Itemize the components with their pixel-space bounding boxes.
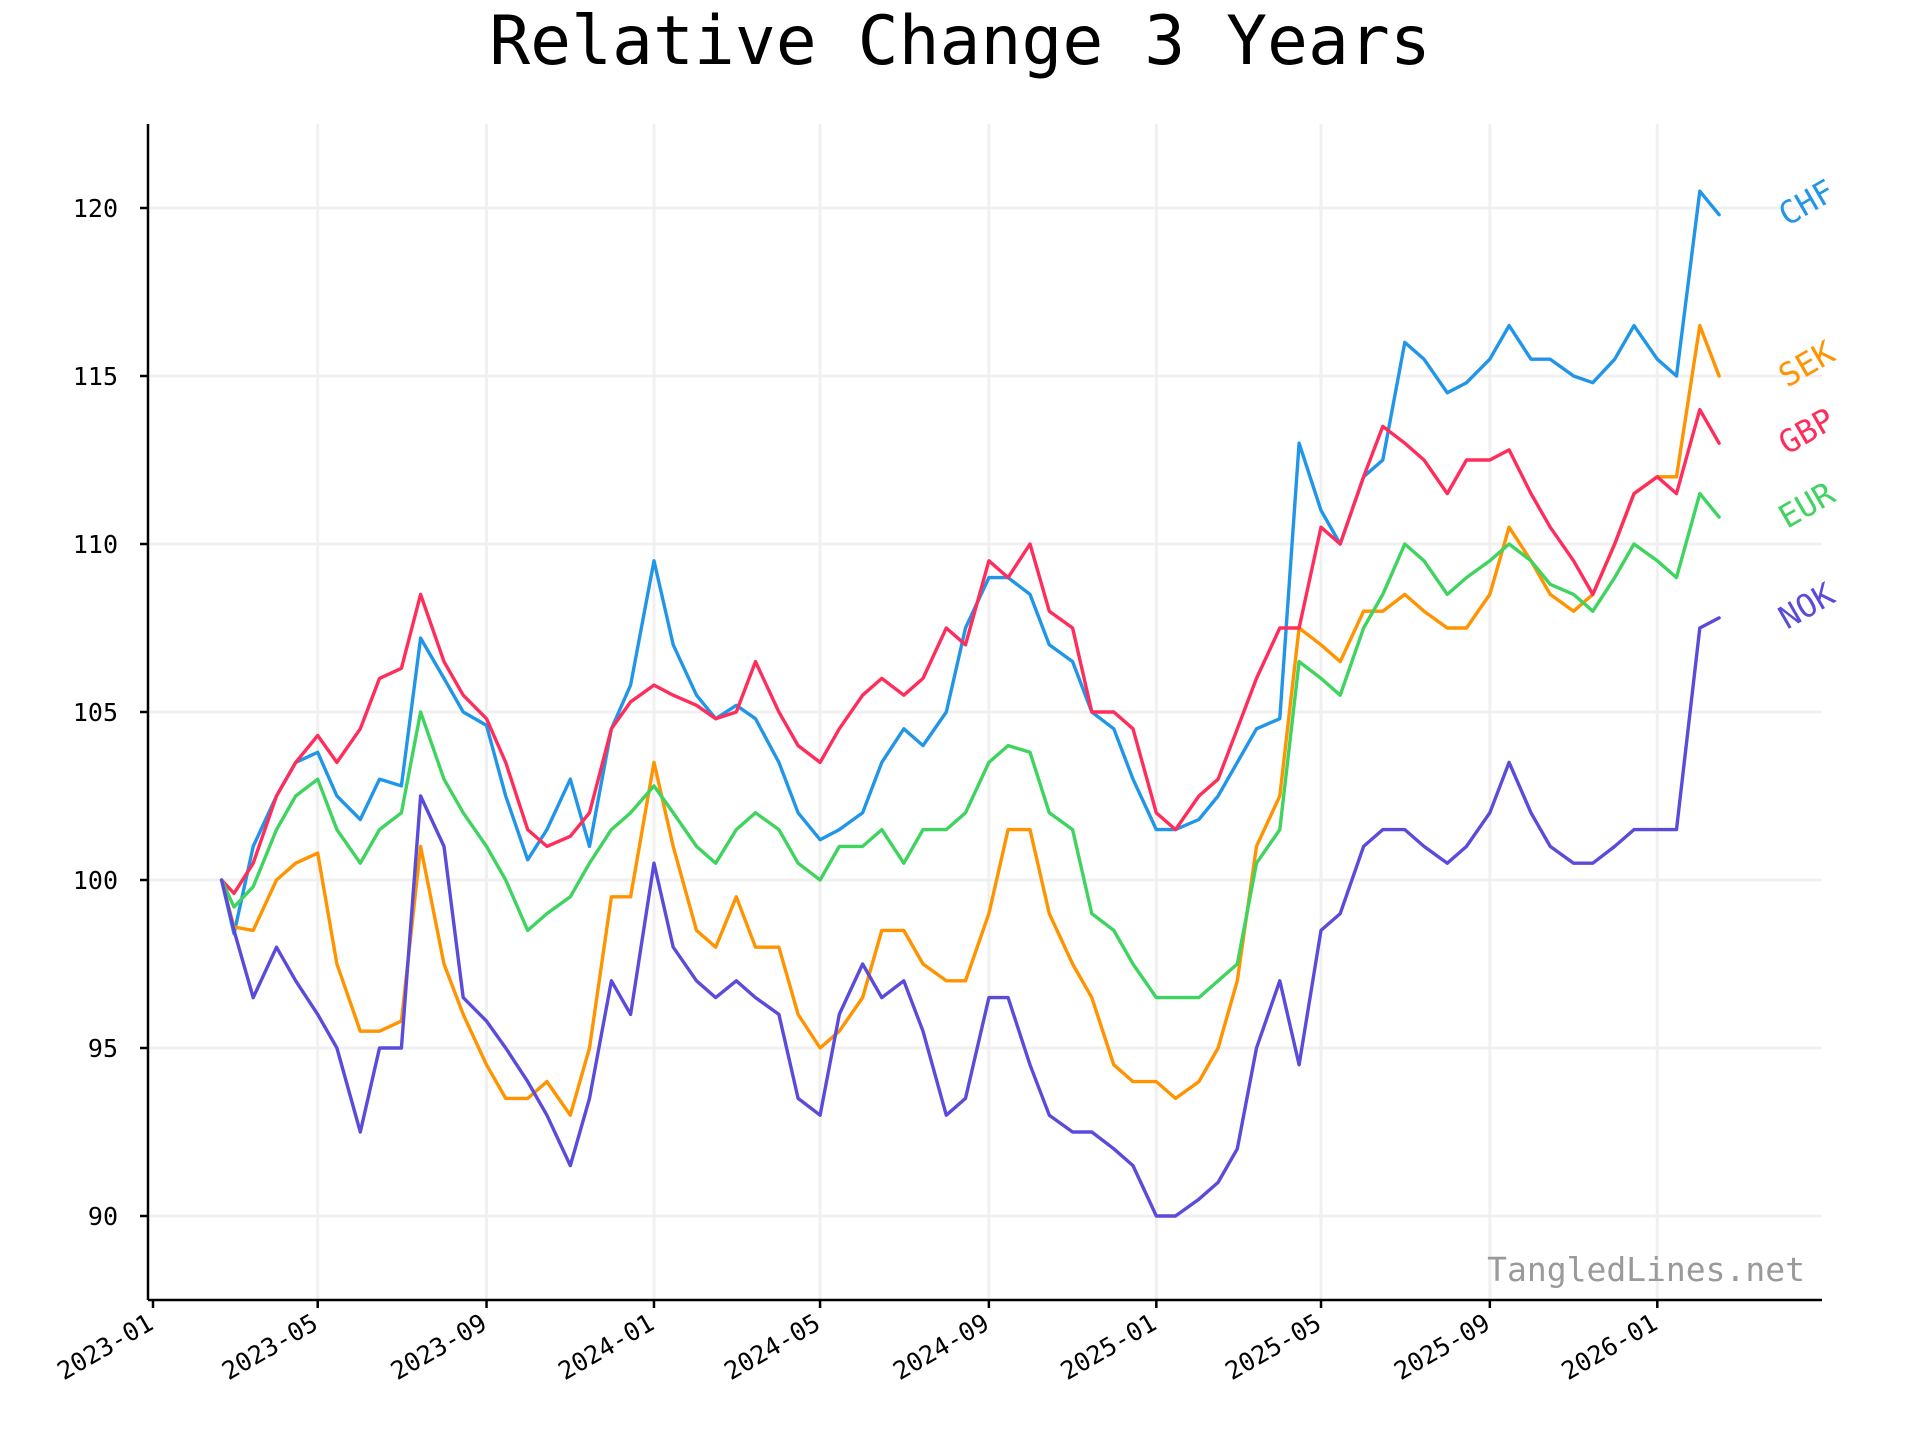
series-lines [219,189,1721,1218]
x-tick-label: 2024-05 [719,1308,825,1386]
gridlines [148,124,1822,1300]
x-tick-label: 2026-01 [1557,1308,1663,1386]
series-label-sek: SEK [1772,333,1842,395]
chart-title: Relative Change 3 Years [489,2,1431,81]
x-tick-label: 2023-01 [52,1308,158,1386]
series-line-eur [219,491,1721,1000]
y-tick-label: 90 [88,1202,118,1231]
x-tick-label: 2023-09 [386,1308,492,1386]
series-line-sek [219,323,1721,1117]
x-tick-label: 2025-01 [1056,1308,1162,1386]
series-line-gbp [219,407,1721,896]
series-line-nok [219,616,1721,1218]
series-line-chf [219,189,1721,936]
series-label-gbp: GBP [1772,400,1841,462]
y-ticks: 90 95 100 105 110 115 120 [73,194,148,1231]
x-tick-label: 2023-05 [217,1308,323,1386]
watermark-text: TangledLines.net [1487,1250,1805,1289]
x-tick-label: 2024-09 [888,1308,994,1386]
series-label-eur: EUR [1772,474,1842,536]
x-tick-label: 2025-05 [1220,1308,1326,1386]
y-tick-label: 105 [73,698,118,727]
y-tick-label: 120 [73,194,118,223]
series-label-nok: NOK [1772,575,1842,637]
y-tick-label: 100 [73,866,118,895]
x-ticks: 2023-01 2023-05 2023-09 2024-01 2024-05 2024-… [52,1300,1662,1386]
x-tick-label: 2024-01 [553,1308,659,1386]
series-label-chf: CHF [1772,172,1841,234]
y-tick-label: 110 [73,530,118,559]
y-tick-label: 115 [73,362,118,391]
x-tick-label: 2025-09 [1389,1308,1495,1386]
y-tick-label: 95 [88,1034,118,1063]
